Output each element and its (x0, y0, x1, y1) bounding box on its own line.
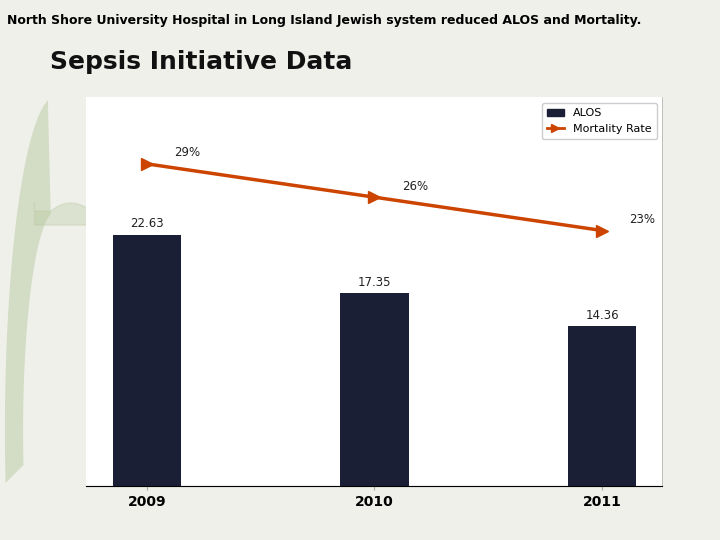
Bar (112, 234, 181, 486)
Bar (568, 327, 636, 486)
Text: 17.35: 17.35 (358, 276, 391, 289)
Text: 29%: 29% (174, 146, 200, 159)
Text: Sepsis Initiative Data: Sepsis Initiative Data (50, 50, 353, 74)
Text: 23%: 23% (629, 213, 655, 226)
Text: 22.63: 22.63 (130, 217, 163, 230)
Text: 14.36: 14.36 (585, 309, 619, 322)
Text: North Shore University Hospital in Long Island Jewish system reduced ALOS and Mo: North Shore University Hospital in Long … (7, 14, 642, 27)
Text: 26%: 26% (402, 180, 428, 193)
PathPatch shape (5, 100, 50, 483)
Bar (341, 293, 408, 486)
Legend: ALOS, Mortality Rate: ALOS, Mortality Rate (541, 103, 657, 139)
